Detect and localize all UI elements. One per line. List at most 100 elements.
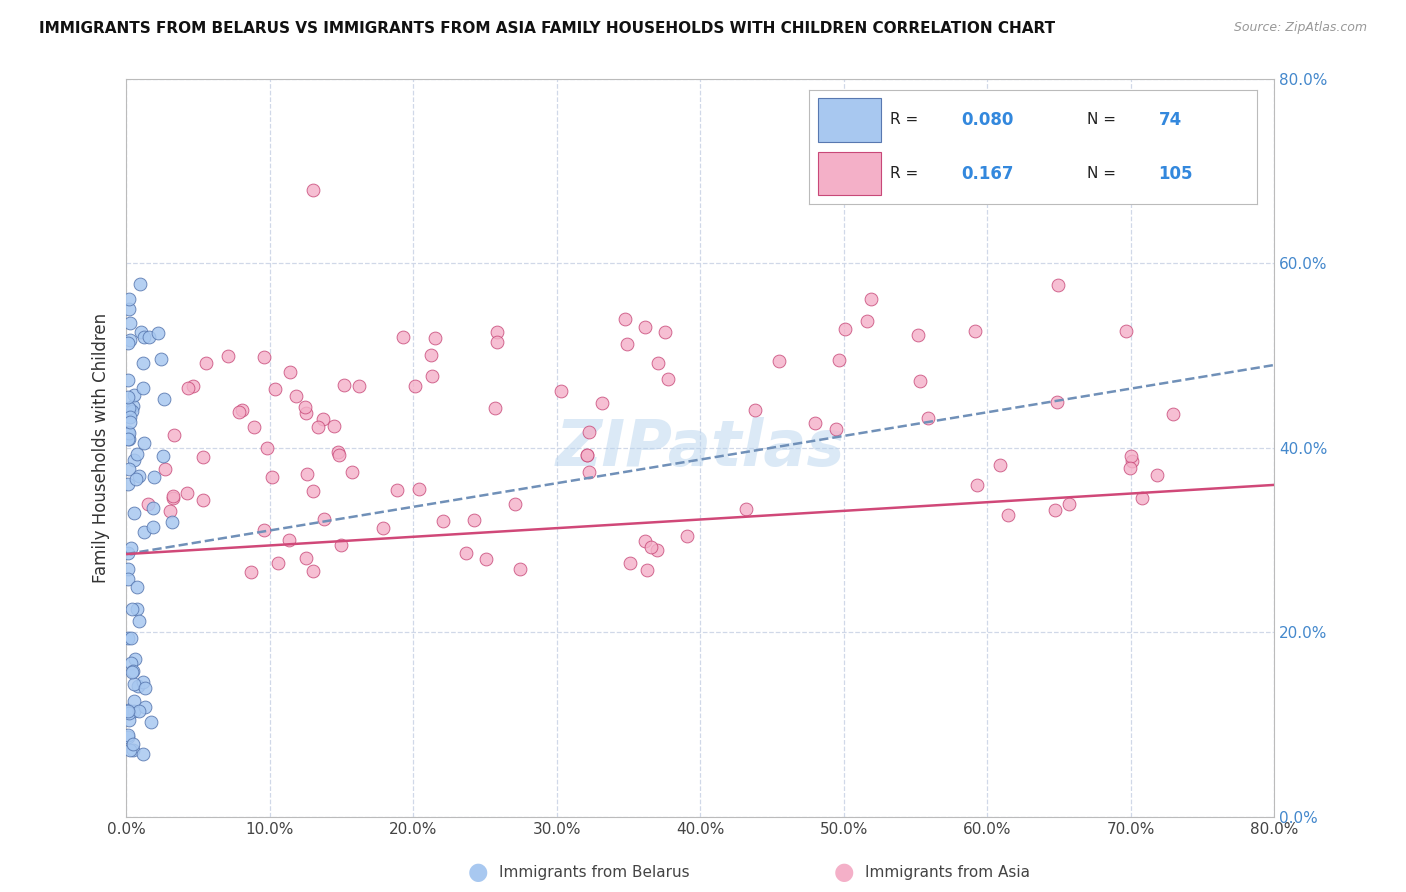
Point	[312, 412, 335, 426]
Point	[328, 449, 350, 463]
Point	[125, 602, 148, 616]
Point	[657, 372, 679, 386]
Point	[404, 379, 426, 393]
Point	[124, 506, 146, 520]
Point	[297, 467, 319, 482]
Point	[159, 504, 181, 518]
Point	[323, 418, 346, 433]
Point	[640, 540, 662, 554]
Point	[134, 699, 156, 714]
Point	[117, 404, 139, 418]
Point	[139, 714, 162, 729]
Point	[856, 314, 879, 328]
Point	[117, 546, 139, 560]
Point	[485, 334, 508, 349]
Point	[647, 356, 669, 370]
Point	[550, 384, 572, 399]
Point	[243, 420, 266, 434]
Point	[122, 704, 145, 718]
Text: ●: ●	[468, 861, 488, 884]
Text: ●: ●	[834, 861, 853, 884]
Point	[744, 402, 766, 417]
Point	[117, 390, 139, 404]
Point	[825, 422, 848, 436]
Point	[1146, 467, 1168, 482]
Point	[1121, 454, 1143, 468]
Point	[117, 572, 139, 586]
Point	[120, 415, 142, 429]
Point	[907, 328, 929, 343]
Point	[302, 564, 325, 578]
Point	[125, 447, 148, 461]
Point	[1047, 277, 1070, 292]
Point	[121, 664, 143, 678]
Point	[591, 395, 613, 409]
Point	[834, 322, 856, 336]
Point	[280, 365, 302, 379]
Point	[162, 491, 184, 506]
Point	[143, 470, 166, 484]
Point	[302, 484, 325, 499]
Point	[734, 502, 756, 516]
Point	[295, 551, 318, 566]
Point	[132, 524, 155, 539]
Point	[160, 515, 183, 529]
Point	[575, 448, 598, 462]
Point	[262, 469, 284, 483]
Point	[917, 411, 939, 425]
Point	[228, 405, 250, 419]
Point	[124, 677, 146, 691]
Point	[768, 354, 790, 368]
Point	[128, 704, 150, 718]
Text: ZIPatlas: ZIPatlas	[555, 417, 845, 479]
Point	[118, 433, 141, 447]
Point	[118, 301, 141, 316]
Point	[1130, 491, 1153, 505]
Point	[124, 652, 146, 666]
Point	[121, 602, 143, 616]
Point	[486, 325, 509, 339]
Point	[828, 353, 851, 368]
Point	[307, 420, 329, 434]
Point	[117, 703, 139, 717]
Point	[117, 425, 139, 440]
Point	[422, 368, 444, 383]
Point	[120, 541, 142, 556]
Point	[118, 462, 141, 476]
Point	[1057, 497, 1080, 511]
Point	[804, 416, 827, 430]
Point	[118, 713, 141, 727]
Point	[329, 538, 352, 552]
Point	[910, 375, 932, 389]
Point	[1115, 324, 1137, 338]
Point	[117, 425, 139, 440]
Point	[176, 486, 198, 500]
Point	[966, 478, 988, 492]
Point	[132, 747, 155, 761]
Point	[124, 388, 146, 402]
Point	[408, 482, 430, 496]
Point	[142, 520, 165, 534]
Point	[128, 614, 150, 628]
Point	[1045, 395, 1067, 409]
Point	[997, 508, 1019, 523]
Point	[264, 382, 287, 396]
Point	[266, 556, 288, 570]
Point	[117, 704, 139, 718]
Point	[342, 465, 364, 479]
Point	[326, 445, 349, 459]
Point	[385, 483, 408, 498]
Point	[432, 514, 454, 528]
Point	[120, 631, 142, 645]
Point	[575, 448, 598, 462]
Text: Source: ZipAtlas.com: Source: ZipAtlas.com	[1233, 21, 1367, 35]
Point	[253, 351, 276, 365]
Point	[132, 330, 155, 344]
Point	[988, 458, 1011, 472]
Point	[118, 333, 141, 347]
Point	[134, 436, 156, 450]
Point	[128, 468, 150, 483]
Point	[392, 330, 415, 344]
Point	[1119, 449, 1142, 463]
Point	[1043, 503, 1066, 517]
